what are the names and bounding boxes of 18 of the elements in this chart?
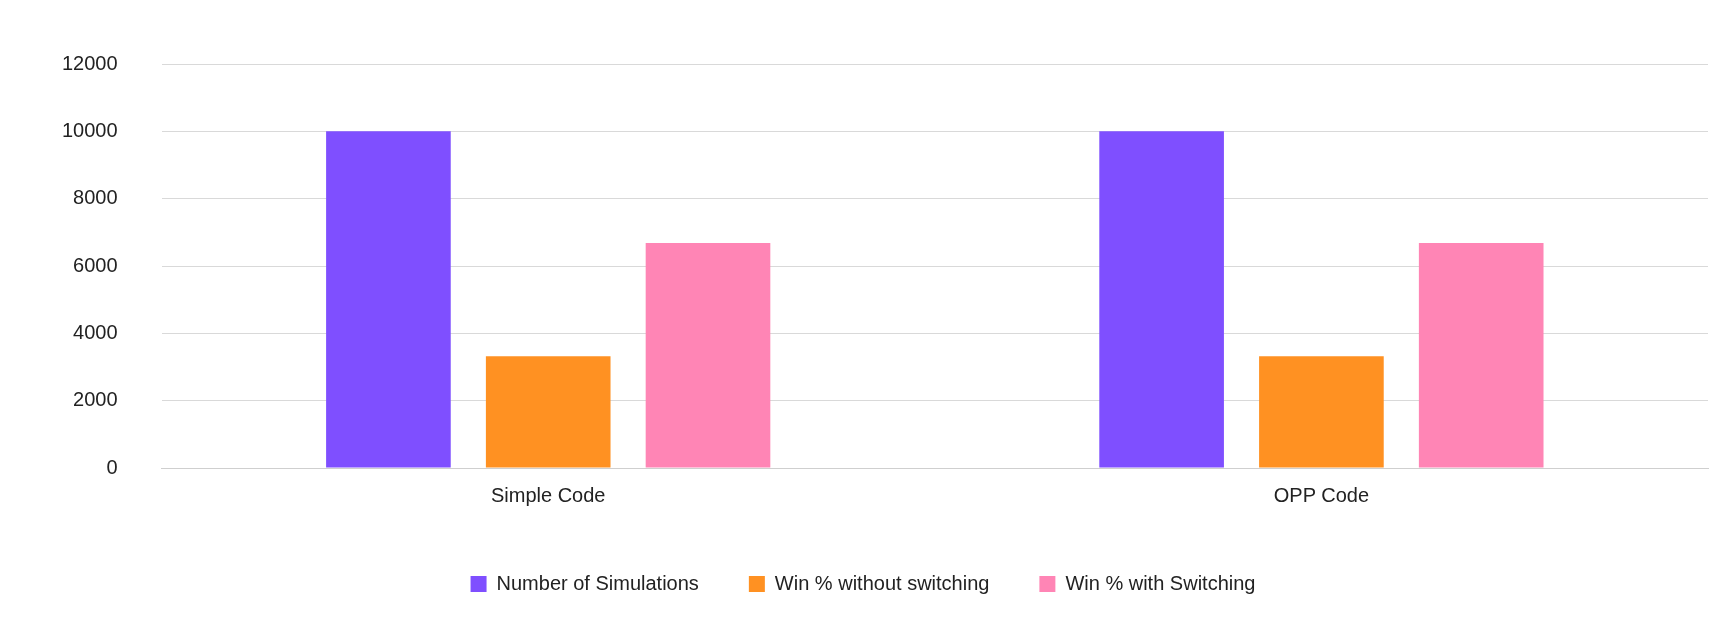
bar	[326, 131, 451, 468]
y-tick-label: 12000	[61, 51, 118, 74]
y-tick-label: 6000	[73, 253, 118, 276]
legend-label: Win % with Switching	[1065, 571, 1256, 594]
y-tick-label: 8000	[73, 186, 118, 209]
bar	[1099, 131, 1224, 468]
legend-label: Win % without switching	[774, 571, 990, 594]
y-tick-label: 0	[106, 455, 118, 478]
legend-label: Number of Simulations	[496, 571, 699, 594]
y-tick-label: 10000	[61, 118, 118, 141]
bar	[645, 243, 771, 468]
x-tick-label: Simple Code	[490, 483, 606, 506]
x-tick-label: OPP Code	[1273, 483, 1370, 506]
y-tick-label: 4000	[73, 320, 118, 343]
bar	[1259, 356, 1384, 468]
y-tick-label: 2000	[73, 388, 118, 411]
bar	[485, 356, 611, 468]
bar	[1418, 243, 1544, 468]
